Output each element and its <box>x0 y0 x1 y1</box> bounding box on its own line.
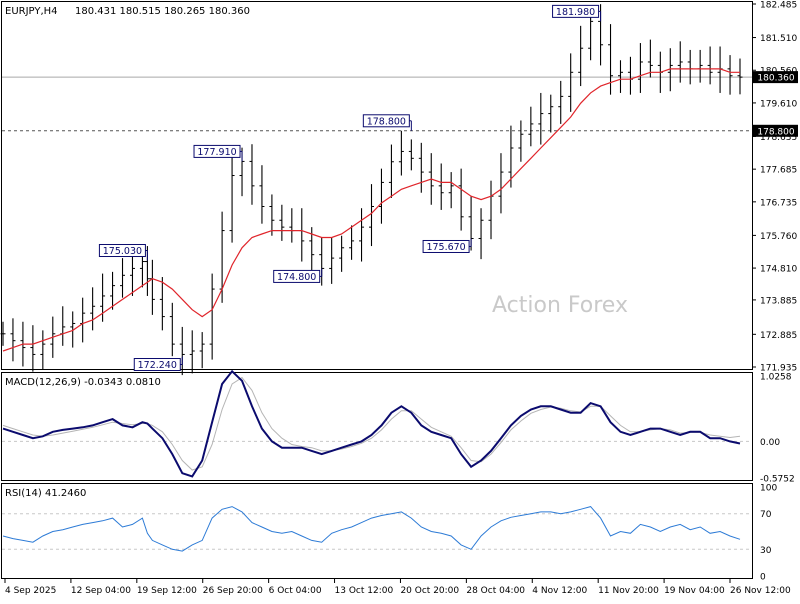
moving-average <box>2 68 740 352</box>
time-tick-label: 4 Nov 12:00 <box>532 586 587 596</box>
rsi-tick-label: 30 <box>760 546 772 556</box>
price-tick-label: 172.885 <box>760 331 797 341</box>
price-annotation: 177.910 <box>193 144 243 162</box>
price-tick-label: 177.685 <box>760 166 797 176</box>
time-tick-label: 28 Oct 04:00 <box>466 586 525 596</box>
time-axis: 4 Sep 2025 12 Sep 04:00 19 Sep 12:00 26 Sep… <box>4 579 791 596</box>
price-tick-label: 181.510 <box>760 34 797 44</box>
price-annotation: 181.980 <box>552 4 602 22</box>
annotation-label: 174.800 <box>277 272 316 283</box>
price-tick-label: 178.635 <box>760 133 797 143</box>
annotation-label: 181.980 <box>556 7 595 18</box>
price-header-symbol: EURJPY,H4 <box>5 6 58 17</box>
time-tick-label: 20 Oct 20:00 <box>400 586 459 596</box>
annotation-box <box>193 144 241 158</box>
price-annotation: 178.800 <box>362 114 412 131</box>
annotation-box <box>552 4 600 18</box>
annotation-label: 177.910 <box>197 147 236 158</box>
time-tick-label: 11 Nov 20:00 <box>598 586 659 596</box>
macd-panel-frame <box>1 372 753 481</box>
price-annotation: 172.240 <box>133 356 183 372</box>
price-annotation: 175.030 <box>98 244 148 261</box>
time-tick-label: 26 Sep 20:00 <box>203 586 263 596</box>
annotation-label: 172.240 <box>138 360 177 371</box>
price-annotation: 175.670 <box>422 238 472 253</box>
annotation-box <box>98 244 146 258</box>
rsi-line <box>2 506 741 552</box>
price-tick-label: 176.735 <box>760 198 797 208</box>
rsi-header: RSI(14) 41.2460 <box>5 488 86 499</box>
macd-tick-label: 1.0258 <box>760 373 792 383</box>
annotation-box <box>133 358 181 372</box>
moving-average-line <box>2 68 740 352</box>
macd-line <box>2 369 741 478</box>
macd-panel: 1.0258 0.00 -0.5752 <box>2 369 795 485</box>
time-tick-label: 6 Oct 04:00 <box>269 586 322 596</box>
macd-tick-label: 0.00 <box>760 438 780 448</box>
annotation-box <box>422 239 470 253</box>
rsi-panel-frame <box>1 483 753 579</box>
price-levels: 178.800 180.360 <box>2 71 798 137</box>
annotation-label: 175.670 <box>426 242 465 253</box>
watermark: Action Forex <box>492 293 628 318</box>
annotation-box <box>273 269 321 283</box>
rsi-tick-label: 0 <box>760 573 766 583</box>
price-annotation: 174.800 <box>273 268 323 283</box>
rsi-tick-label: 100 <box>760 484 777 494</box>
price-header-ohlc: 180.431 180.515 180.265 180.360 <box>75 6 250 17</box>
rsi-tick-label: 70 <box>760 510 772 520</box>
price-bars <box>0 4 743 376</box>
time-tick-label: 26 Nov 12:00 <box>730 586 791 596</box>
macd-header: MACD(12,26,9) -0.0343 0.0810 <box>5 377 161 388</box>
annotation-label: 175.030 <box>103 246 142 257</box>
price-tick-label: 182.485 <box>760 1 797 11</box>
price-level-box <box>753 71 798 84</box>
price-level-label: 178.800 <box>757 127 794 137</box>
price-tick-label: 173.885 <box>760 296 797 306</box>
price-panel-frame <box>1 1 753 370</box>
price-tick-label: 175.760 <box>760 232 797 242</box>
time-tick-label: 13 Oct 12:00 <box>335 586 394 596</box>
price-annotations: 175.030 172.240 177.910 174.800 178.800 175.6… <box>98 4 602 372</box>
price-level-label: 180.360 <box>757 74 794 84</box>
time-tick-label: 12 Sep 04:00 <box>71 586 131 596</box>
time-tick-label: 19 Sep 12:00 <box>137 586 197 596</box>
price-axis: 182.485181.510180.560179.610178.635177.6… <box>752 1 797 374</box>
price-tick-label: 171.935 <box>760 364 797 374</box>
time-tick-label: 4 Sep 2025 <box>5 586 56 596</box>
annotation-box <box>362 114 410 128</box>
annotation-label: 178.800 <box>367 116 406 127</box>
price-level-box <box>753 124 798 137</box>
price-tick-label: 174.810 <box>760 265 797 275</box>
time-tick-label: 19 Nov 04:00 <box>664 586 725 596</box>
macd-tick-label: -0.5752 <box>760 475 795 485</box>
price-tick-label: 179.610 <box>760 99 797 109</box>
macd-signal-line <box>2 376 741 471</box>
rsi-panel: 100 70 30 0 <box>2 484 777 583</box>
